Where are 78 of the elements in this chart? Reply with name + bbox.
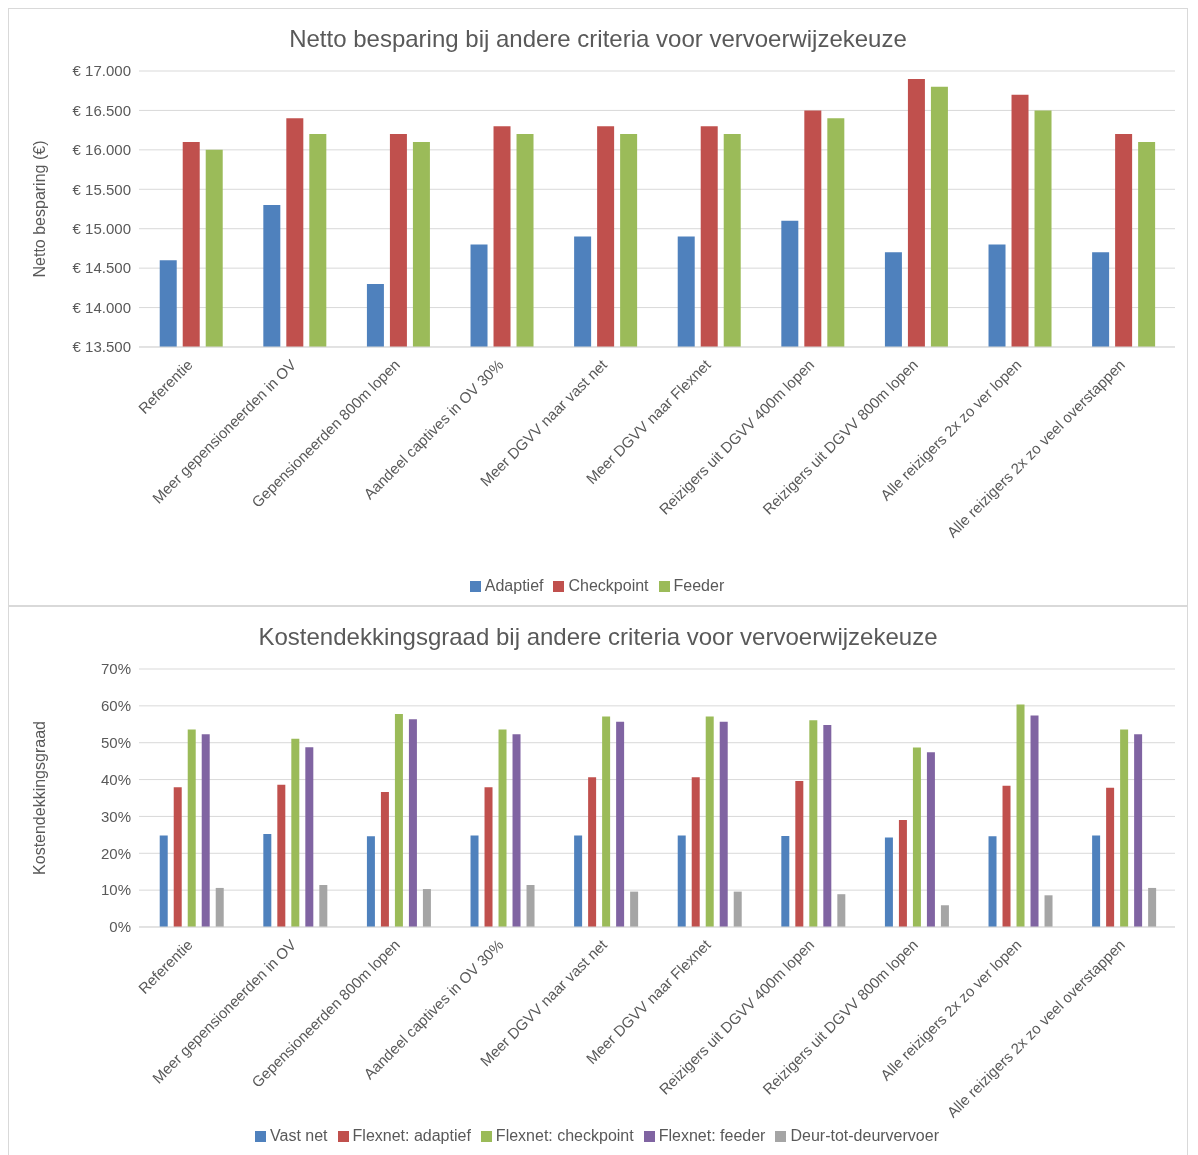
legend-label: Checkpoint — [568, 577, 649, 594]
bar — [940, 905, 949, 927]
bar — [526, 884, 535, 927]
bar — [201, 734, 210, 927]
bar — [602, 716, 611, 927]
bar — [588, 777, 597, 927]
bar — [277, 784, 286, 927]
bar — [1002, 785, 1011, 927]
bar — [159, 835, 168, 927]
legend-label: Adaptief — [484, 577, 544, 594]
y-tick-label: 30% — [100, 807, 131, 825]
bar — [305, 747, 314, 927]
bar — [1134, 734, 1143, 927]
y-tick-label: € 16.000 — [72, 141, 131, 159]
legend-label: Flexnet: feeder — [658, 1127, 766, 1144]
y-tick-label: 10% — [100, 881, 131, 899]
bar — [1106, 787, 1115, 927]
bar — [215, 887, 224, 927]
bar — [408, 719, 417, 927]
y-tick-label: € 16.500 — [72, 101, 131, 119]
bar — [1044, 895, 1053, 927]
bar — [498, 729, 507, 927]
y-tick-label: € 13.500 — [72, 338, 131, 356]
bar — [173, 787, 182, 927]
bar — [884, 837, 893, 927]
bar — [988, 836, 997, 927]
bar — [677, 835, 686, 927]
bar — [616, 721, 625, 927]
bar — [926, 752, 935, 927]
bar — [795, 781, 804, 927]
y-tick-label: 40% — [100, 770, 131, 788]
chart-title: Kostendekkingsgraad bij andere criteria voor vervoerwijzekeuze — [257, 622, 939, 652]
y-tick-label: 70% — [100, 660, 131, 678]
bar — [484, 787, 493, 927]
bar — [823, 725, 832, 927]
y-tick-label: 60% — [100, 697, 131, 715]
bar — [470, 835, 479, 927]
bar — [809, 720, 818, 927]
bar — [837, 894, 846, 927]
bar — [291, 738, 300, 927]
bar — [422, 889, 431, 927]
bar — [1120, 729, 1129, 927]
bar — [380, 792, 389, 927]
legend-label: Flexnet: checkpoint — [495, 1127, 634, 1144]
legend-label: Vast net — [270, 1127, 328, 1144]
y-tick-label: € 14.500 — [72, 259, 131, 277]
bar — [781, 835, 790, 927]
y-axis-title: Netto besparing (€) — [30, 140, 48, 278]
legend-label: Feeder — [673, 577, 725, 594]
chart-title: Netto besparing bij andere criteria voor vervoerwijzekeuze — [288, 24, 908, 54]
bar — [1030, 715, 1039, 927]
bar — [630, 891, 639, 927]
bar — [1092, 835, 1101, 927]
bar — [319, 884, 328, 927]
bar — [366, 836, 375, 927]
bar — [394, 713, 403, 927]
y-tick-label: 0% — [109, 918, 131, 936]
bar — [912, 747, 921, 927]
bar — [705, 716, 714, 927]
y-tick-label: € 15.000 — [72, 220, 131, 238]
bar — [263, 834, 272, 927]
legend-label: Flexnet: adaptief — [352, 1127, 471, 1144]
bar — [512, 734, 521, 927]
y-axis-title: Kostendekkingsgraad — [30, 721, 48, 875]
y-tick-label: € 14.000 — [72, 298, 131, 316]
legend-label: Deur-tot-deurvervoer — [790, 1127, 939, 1144]
y-tick-label: € 17.000 — [72, 62, 131, 80]
y-tick-label: 50% — [100, 734, 131, 752]
bar — [719, 721, 728, 927]
bar — [574, 835, 583, 927]
bar — [733, 891, 742, 927]
bar — [691, 777, 700, 927]
bar — [898, 820, 907, 927]
bar — [1016, 704, 1025, 927]
bar — [1148, 887, 1157, 927]
y-tick-label: 20% — [100, 844, 131, 862]
y-tick-label: € 15.500 — [72, 180, 131, 198]
bar — [187, 729, 196, 927]
